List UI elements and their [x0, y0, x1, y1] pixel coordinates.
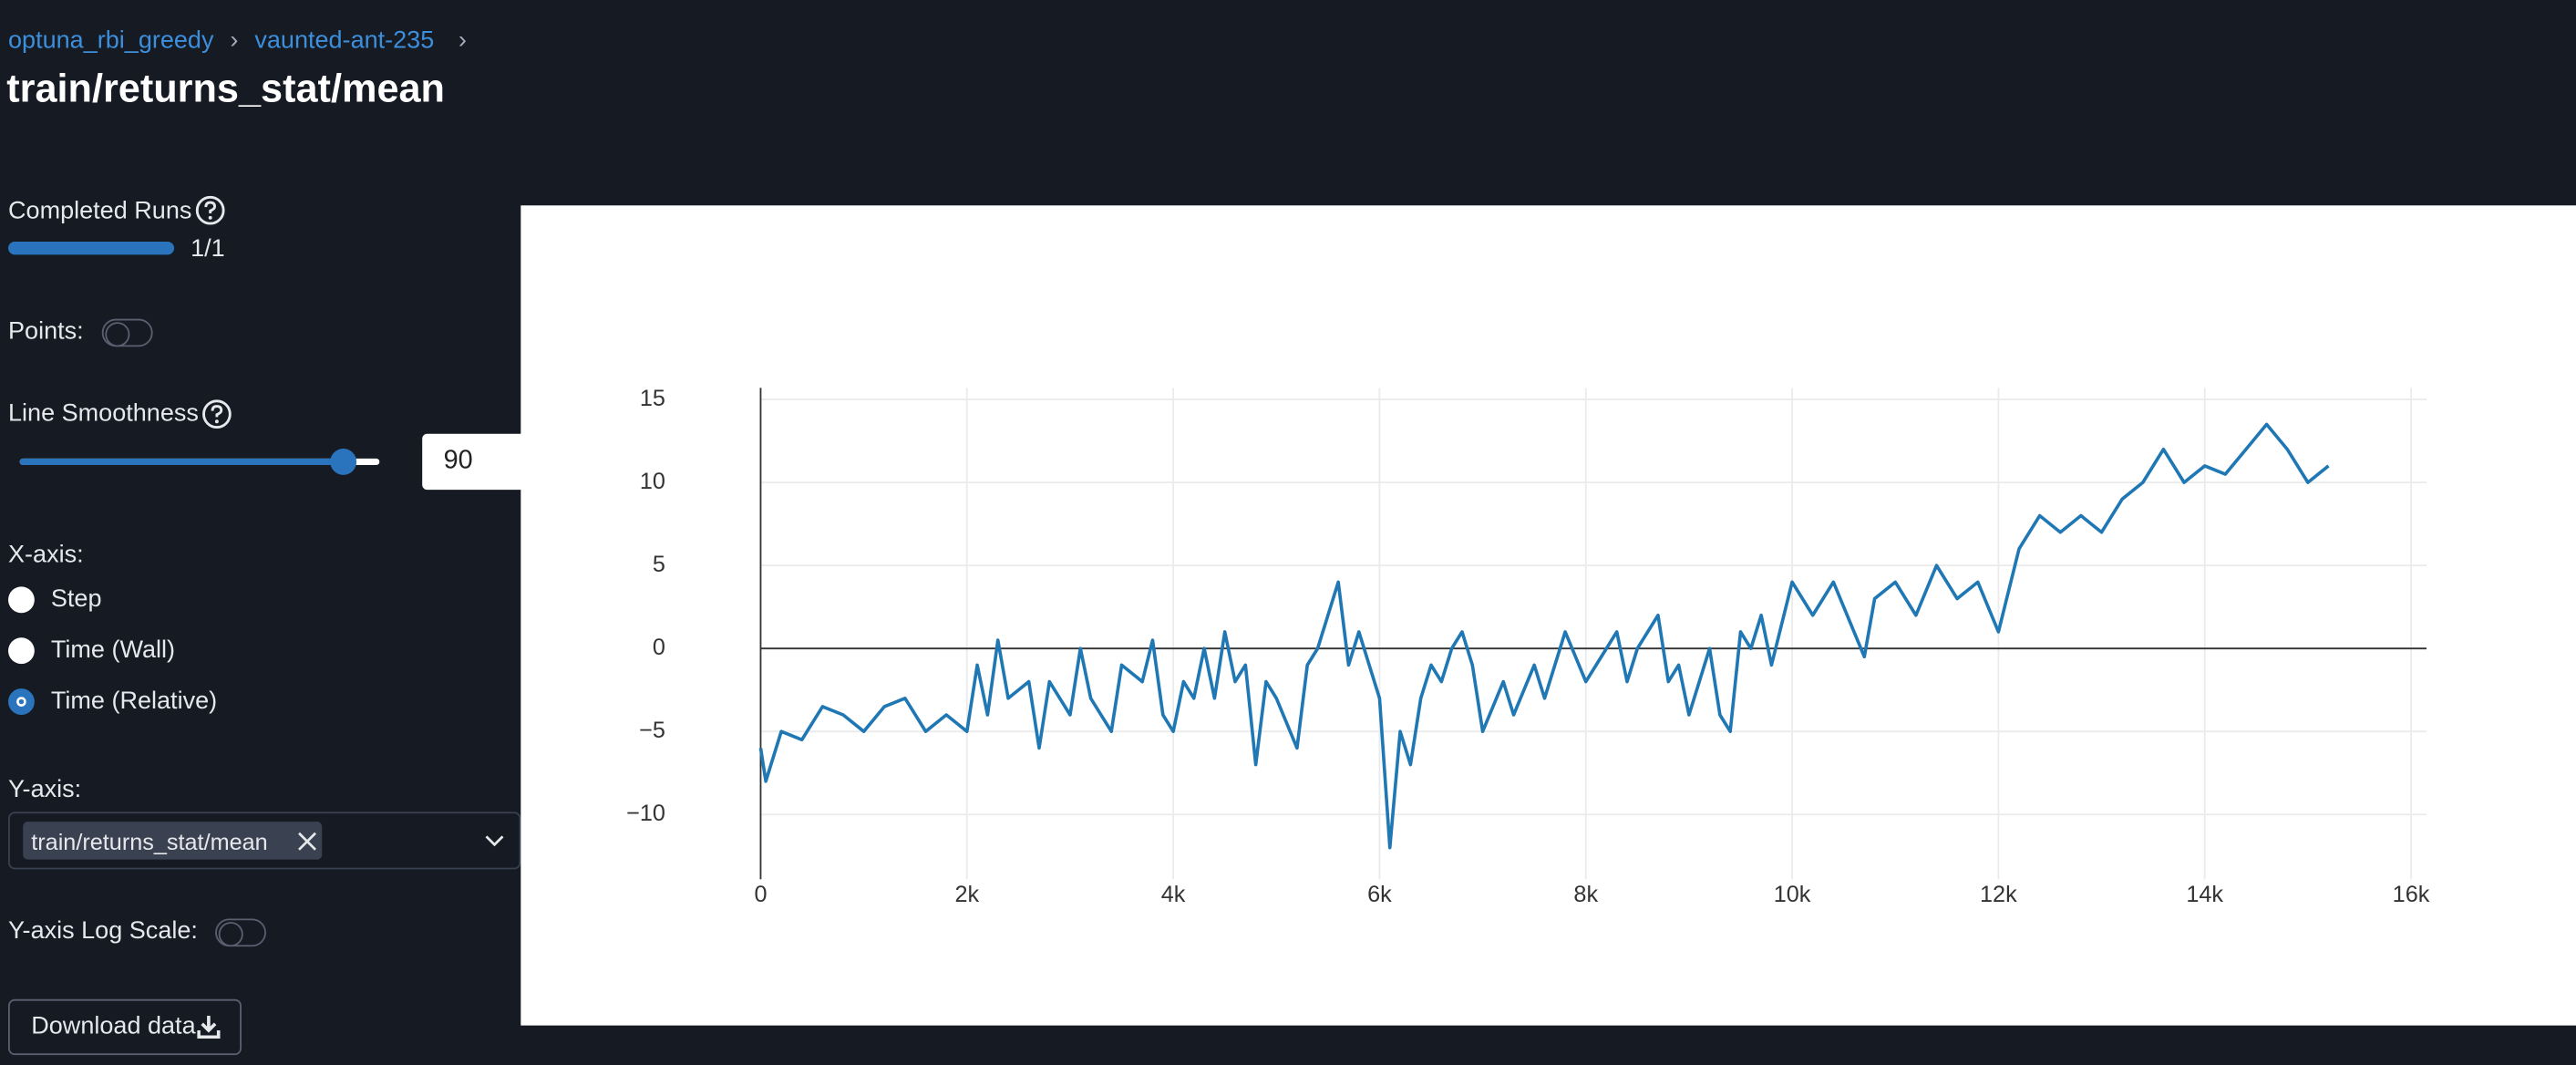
- x-tick-label: 16k: [2393, 882, 2430, 907]
- slider-track[interactable]: [19, 458, 380, 466]
- download-button[interactable]: Download data: [8, 998, 242, 1056]
- button-label: Download data: [31, 1012, 196, 1040]
- x-tick-label: 2k: [954, 882, 979, 907]
- number-input[interactable]: 90: [422, 433, 538, 491]
- label: Y-axis:: [8, 775, 82, 804]
- download-icon: [197, 1015, 221, 1039]
- page-title: train/returns_stat/mean: [6, 67, 446, 112]
- y-tick-label: 10: [640, 469, 665, 494]
- x-tick-label: 0: [754, 882, 767, 907]
- x-tick-label: 12k: [1980, 882, 2017, 907]
- chip-label: train/returns_stat/mean: [31, 828, 268, 855]
- y-tick-label: 5: [653, 552, 665, 577]
- radio[interactable]: [8, 688, 35, 716]
- toggle[interactable]: [101, 318, 153, 347]
- y-tick-label: −10: [626, 801, 665, 826]
- label: Completed Runs: [8, 197, 192, 225]
- input-value: 90: [443, 447, 473, 475]
- y-tick-label: −5: [639, 718, 665, 743]
- radio-label: Time (Relative): [50, 687, 218, 716]
- breadcrumb-separator: ›: [230, 26, 239, 55]
- label: Line Smoothness: [8, 398, 199, 428]
- help-icon[interactable]: [194, 194, 231, 231]
- y-tick-label: 0: [653, 635, 665, 660]
- breadcrumb-link[interactable]: optuna_rbi_greedy: [8, 26, 214, 55]
- chip: train/returns_stat/mean: [23, 822, 323, 860]
- breadcrumb-link[interactable]: vaunted-ant-235: [254, 26, 435, 55]
- radio-label: Step: [50, 584, 102, 614]
- chart: −10 −5 0 5 10 15 0 2k 4k 6k 8k 10k 12k 14k 16k: [520, 205, 2576, 1026]
- toggle[interactable]: [215, 918, 266, 947]
- chevron: [485, 835, 504, 847]
- slider-thumb[interactable]: [330, 449, 357, 475]
- radio[interactable]: [8, 637, 35, 665]
- help-icon[interactable]: [201, 398, 237, 434]
- progress-bar: [8, 241, 175, 255]
- chip-remove[interactable]: [297, 832, 317, 852]
- x-tick-label: 4k: [1161, 882, 1186, 907]
- x-tick-label: 6k: [1367, 882, 1392, 907]
- label: X-axis:: [8, 540, 84, 569]
- y-tick-label: 15: [640, 386, 665, 411]
- x-tick-label: 10k: [1774, 882, 1811, 907]
- label: Y-axis Log Scale:: [8, 916, 198, 946]
- breadcrumb-separator: ›: [458, 26, 467, 55]
- x-tick-label: 8k: [1573, 882, 1598, 907]
- progress-value: 1/1: [191, 234, 225, 264]
- radio[interactable]: [8, 586, 35, 614]
- line-series: [758, 422, 2330, 850]
- x-tick-label: 14k: [2186, 882, 2223, 907]
- select[interactable]: train/returns_stat/mean: [8, 812, 521, 870]
- label: Points:: [8, 316, 84, 346]
- radio-label: Time (Wall): [50, 636, 176, 665]
